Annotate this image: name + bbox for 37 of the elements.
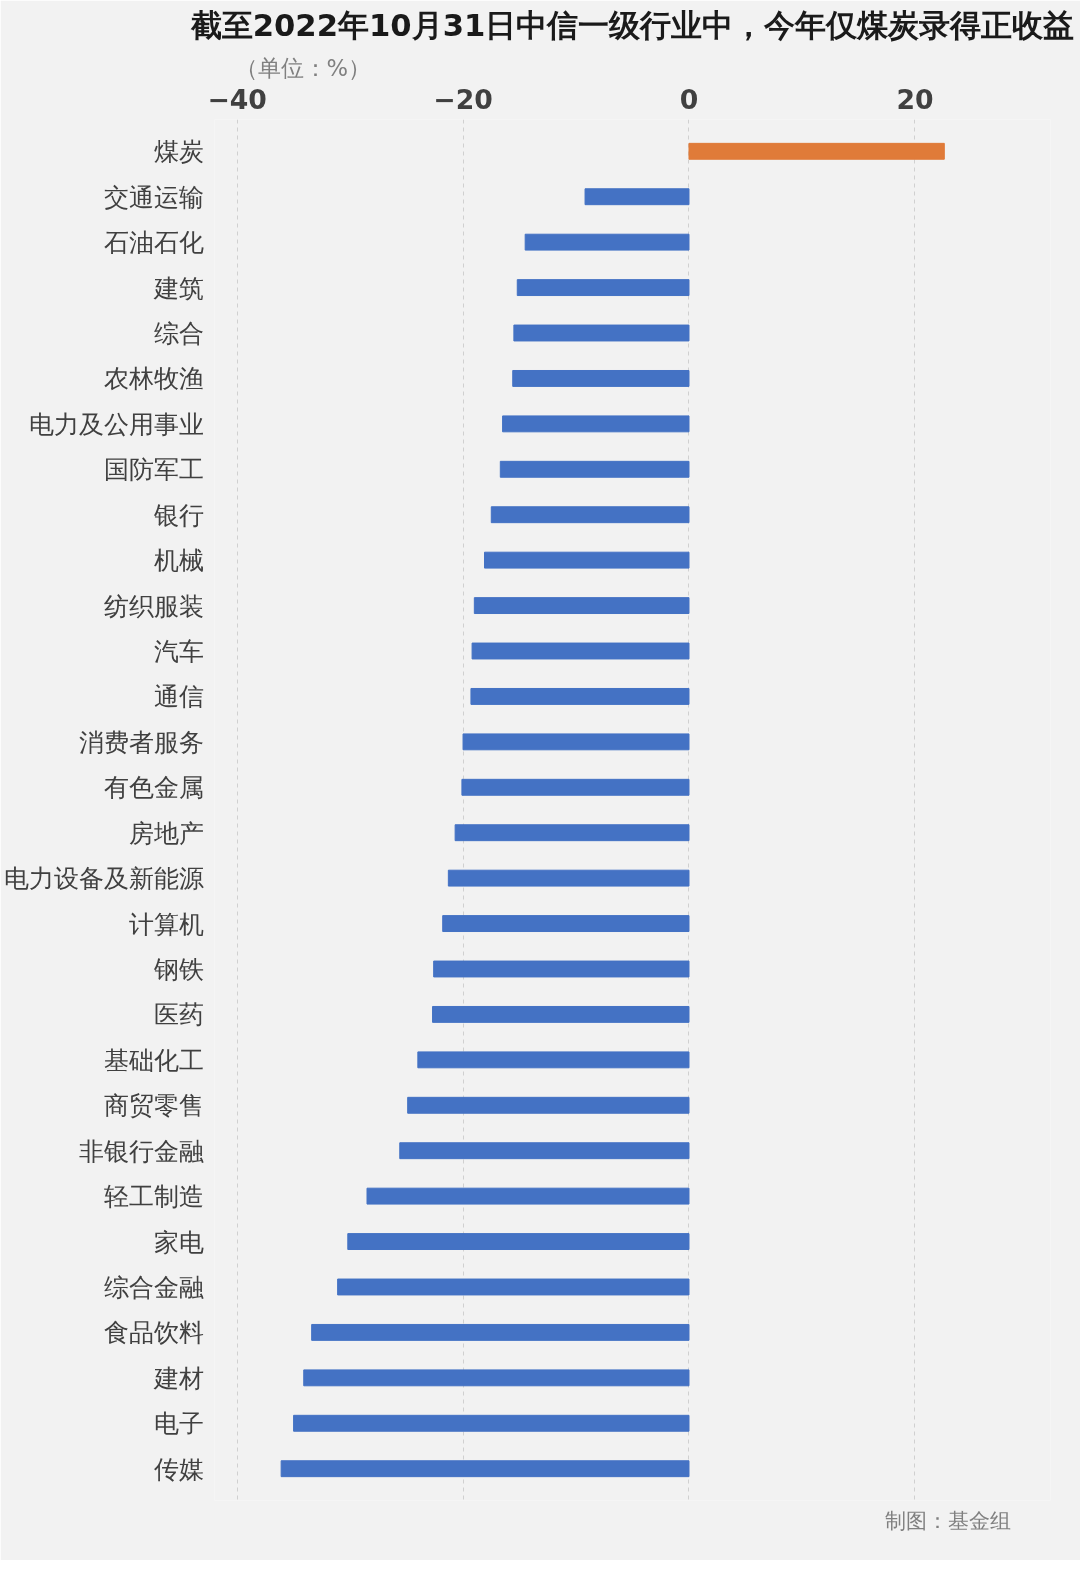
y-tick-label: 计算机 [128,908,204,939]
x-tick-label: −20 [433,83,493,115]
x-tick-label: −40 [207,83,267,115]
y-tick-label: 食品饮料 [103,1317,204,1348]
y-tick-label: 非银行金融 [78,1135,204,1166]
text: 制图：基金组 [884,1507,1011,1533]
chart-subtitle: （单位：%） [234,54,372,81]
y-tick-label: 建筑 [152,272,204,303]
y-tick-label: 国防军工 [103,454,204,485]
y-tick-label: 钢铁 [152,954,204,984]
y-tick-label: 建材 [152,1362,204,1393]
y-tick-label: 基础化工 [103,1044,204,1075]
y-tick-label: 汽车 [153,636,204,666]
y-tick-label: 家电 [153,1226,204,1257]
y-tick-label: 煤炭 [153,136,204,167]
y-tick-label: 石油石化 [103,227,204,258]
y-tick-label: 通信 [153,681,204,712]
y-tick-label: 有色金属 [103,772,204,803]
x-tick-label: 0 [679,83,699,115]
y-tick-label: 综合 [153,318,204,349]
y-tick-label: 综合金融 [103,1271,204,1302]
y-tick-label: 农林牧渔 [103,363,204,394]
chart-title: 截至2022年10月31日中信一级行业中，今年仅煤炭录得正收益 [189,7,1075,43]
y-tick-label: 轻工制造 [103,1181,204,1212]
y-tick-label: 电力设备及新能源 [3,863,204,894]
y-tick-label: 银行 [152,499,204,530]
y-tick-label: 电子 [153,1408,204,1439]
y-tick-label: 消费者服务 [78,726,204,757]
y-tick-label: 纺织服装 [103,590,204,621]
y-tick-label: 房地产 [128,817,204,848]
y-tick-label: 电力及公用事业 [28,408,204,439]
x-tick-label: 20 [896,83,934,115]
y-tick-label: 机械 [153,545,204,576]
y-tick-label: 商贸零售 [103,1090,204,1121]
y-tick-label: 医药 [153,999,204,1030]
y-tick-label: 传媒 [153,1453,204,1484]
y-tick-label: 交通运输 [103,181,204,212]
